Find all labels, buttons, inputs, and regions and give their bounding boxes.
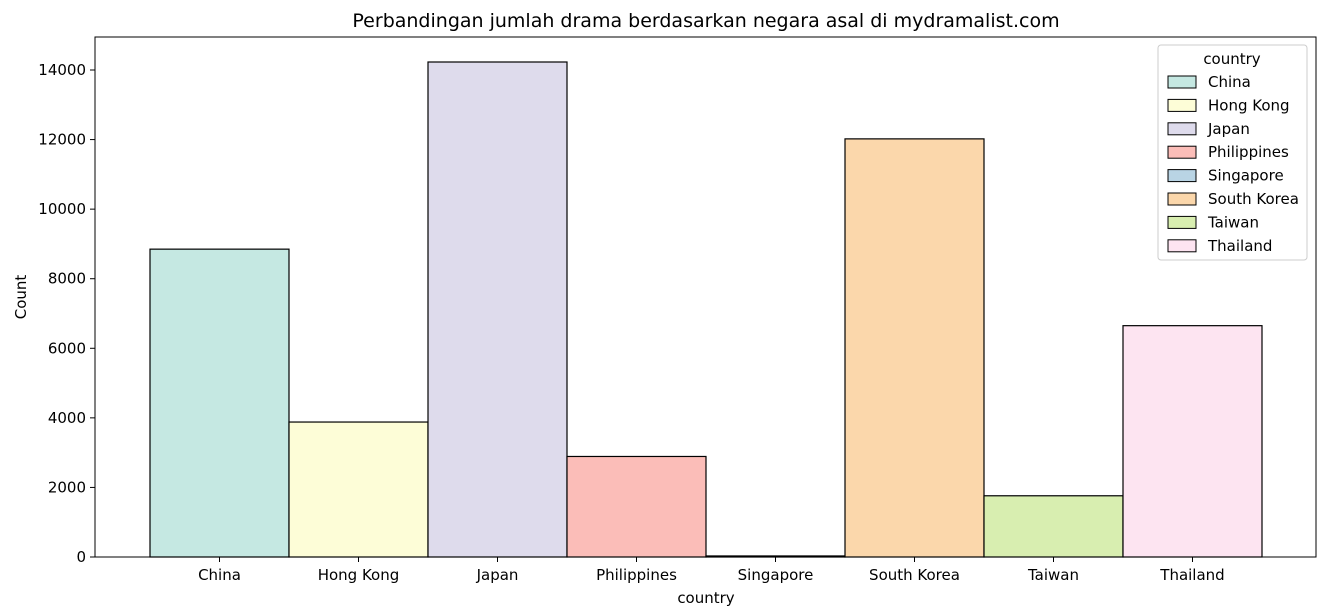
bar-south-korea bbox=[844, 138, 985, 558]
y-tick-label: 6000 bbox=[48, 339, 86, 357]
x-tick-label: Hong Kong bbox=[318, 566, 400, 584]
bars-layer bbox=[149, 61, 1263, 558]
y-tick-label: 8000 bbox=[48, 270, 86, 288]
legend-label: China bbox=[1208, 73, 1251, 91]
legend-label: Thailand bbox=[1207, 237, 1272, 255]
bar-japan bbox=[427, 61, 568, 558]
y-axis: 0 2000 4000 6000 8000 10000 12000 14000 bbox=[38, 61, 95, 566]
legend: country China Hong Kong Japan Philippines Si… bbox=[1157, 44, 1308, 261]
legend-label: Japan bbox=[1207, 120, 1250, 138]
legend-swatch bbox=[1167, 145, 1197, 159]
y-tick-label: 0 bbox=[76, 548, 86, 566]
y-tick-label: 10000 bbox=[38, 200, 86, 218]
bar-thailand bbox=[1122, 325, 1263, 558]
x-tick-label: Singapore bbox=[738, 566, 814, 584]
legend-swatch bbox=[1167, 169, 1197, 183]
legend-title: country bbox=[1203, 50, 1260, 68]
x-tick-label: South Korea bbox=[869, 566, 960, 584]
chart-title: Perbandingan jumlah drama berdasarkan ne… bbox=[352, 10, 1059, 32]
legend-swatch bbox=[1167, 98, 1197, 112]
x-tick-label: Taiwan bbox=[1027, 566, 1079, 584]
y-axis-title: Count bbox=[12, 275, 30, 320]
y-tick-label: 14000 bbox=[38, 61, 86, 79]
bar-taiwan bbox=[983, 495, 1124, 558]
legend-swatch bbox=[1167, 75, 1197, 89]
bar-philippines bbox=[566, 455, 707, 558]
x-tick-label: China bbox=[198, 566, 241, 584]
plot-frame bbox=[94, 36, 1317, 558]
y-tick-label: 4000 bbox=[48, 409, 86, 427]
y-tick-label: 12000 bbox=[38, 131, 86, 149]
legend-label: Hong Kong bbox=[1208, 96, 1290, 114]
legend-label: Philippines bbox=[1208, 143, 1289, 161]
x-tick-label: Thailand bbox=[1159, 566, 1224, 584]
legend-label: South Korea bbox=[1208, 190, 1299, 208]
bar-hong-kong bbox=[288, 421, 429, 558]
x-tick-label: Japan bbox=[476, 566, 519, 584]
legend-box bbox=[1157, 44, 1308, 261]
legend-swatch bbox=[1167, 122, 1197, 136]
x-tick-label: Philippines bbox=[596, 566, 677, 584]
y-tick-label: 2000 bbox=[48, 478, 86, 496]
x-axis-title: country bbox=[677, 589, 734, 607]
x-axis: China Hong Kong Japan Philippines Singapore S… bbox=[198, 557, 1225, 584]
legend-label: Singapore bbox=[1208, 167, 1284, 185]
legend-swatch bbox=[1167, 192, 1197, 206]
bar-china bbox=[149, 248, 290, 558]
legend-label: Taiwan bbox=[1207, 213, 1259, 231]
legend-swatch bbox=[1167, 215, 1197, 229]
legend-swatch bbox=[1167, 239, 1197, 253]
